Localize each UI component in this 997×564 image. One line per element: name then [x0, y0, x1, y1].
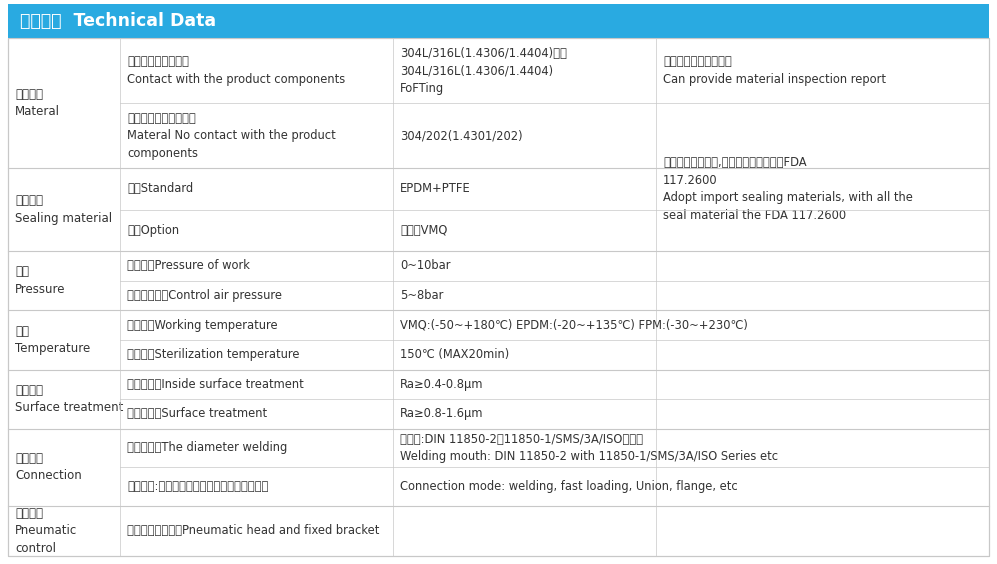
- Text: 150℃ (MAX20min): 150℃ (MAX20min): [400, 348, 509, 361]
- Text: 气动头及固定支架Pneumatic head and fixed bracket: 气动头及固定支架Pneumatic head and fixed bracket: [127, 525, 380, 537]
- Text: 表面处理
Surface treatment: 表面处理 Surface treatment: [15, 384, 124, 415]
- Text: 控制气源压力Control air pressure: 控制气源压力Control air pressure: [127, 289, 282, 302]
- Text: VMQ:(-50~+180℃) EPDM:(-20~+135℃) FPM:(-30~+230℃): VMQ:(-50~+180℃) EPDM:(-20~+135℃) FPM:(-3…: [400, 319, 748, 332]
- Text: 温度
Temperature: 温度 Temperature: [15, 325, 91, 355]
- Text: 与产品接触的零部件
Contact with the product components: 与产品接触的零部件 Contact with the product compo…: [127, 55, 345, 86]
- Text: 5~8bar: 5~8bar: [400, 289, 444, 302]
- Text: 连接方式:焊接、快装、外螺纹、由任、法兰等: 连接方式:焊接、快装、外螺纹、由任、法兰等: [127, 480, 268, 493]
- Text: Ra≥0.4-0.8μm: Ra≥0.4-0.8μm: [400, 378, 484, 391]
- Text: 连接方式
Connection: 连接方式 Connection: [15, 452, 82, 482]
- Text: 工作温度Working temperature: 工作温度Working temperature: [127, 319, 277, 332]
- Bar: [8, 4, 989, 38]
- Text: 304/202(1.4301/202): 304/202(1.4301/202): [400, 129, 522, 142]
- Text: 气动控制
Pneumatic
control: 气动控制 Pneumatic control: [15, 507, 77, 555]
- Text: 304L/316L(1.4306/1.4404)锻造
304L/316L(1.4306/1.4404)
FoFTing: 304L/316L(1.4306/1.4404)锻造 304L/316L(1.4…: [400, 47, 567, 95]
- Text: 密封材质
Sealing material: 密封材质 Sealing material: [15, 195, 112, 225]
- Text: 焊接口:DIN 11850-2与11850-1/SMS/3A/ISO等系列
Welding mouth: DIN 11850-2 with 11850-1/SM: 焊接口:DIN 11850-2与11850-1/SMS/3A/ISO等系列 We…: [400, 433, 778, 463]
- Text: 压力
Pressure: 压力 Pressure: [15, 266, 66, 296]
- Text: 金属材质
Materal: 金属材质 Materal: [15, 88, 60, 118]
- Text: 0~10bar: 0~10bar: [400, 259, 451, 272]
- Text: 外表面处理Surface treatment: 外表面处理Surface treatment: [127, 407, 267, 420]
- Text: 标配Standard: 标配Standard: [127, 183, 193, 196]
- Text: 技术参数  Technical Data: 技术参数 Technical Data: [20, 12, 216, 30]
- Text: 灭菌温度Sterilization temperature: 灭菌温度Sterilization temperature: [127, 348, 299, 361]
- Text: 内表面处理Inside surface treatment: 内表面处理Inside surface treatment: [127, 378, 304, 391]
- Text: 焊接端管径The diameter welding: 焊接端管径The diameter welding: [127, 442, 287, 455]
- Text: 采用进口密封材料,所有密封材质均符合FDA
117.2600
Adopt import sealing materials, with all the
seal: 采用进口密封材料,所有密封材质均符合FDA 117.2600 Adopt imp…: [663, 156, 913, 222]
- Text: 选配Option: 选配Option: [127, 224, 179, 237]
- Text: EPDM+PTFE: EPDM+PTFE: [400, 183, 471, 196]
- Text: 可提供材质检测报告单
Can provide material inspection report: 可提供材质检测报告单 Can provide material inspecti…: [663, 55, 886, 86]
- Text: Connection mode: welding, fast loading, Union, flange, etc: Connection mode: welding, fast loading, …: [400, 480, 738, 493]
- Text: 不与产品接触的零部件
Materal No contact with the product
components: 不与产品接触的零部件 Materal No contact with the p…: [127, 112, 336, 160]
- Text: 工作压力Pressure of work: 工作压力Pressure of work: [127, 259, 250, 272]
- Text: Ra≥0.8-1.6μm: Ra≥0.8-1.6μm: [400, 407, 484, 420]
- Text: 硅橡胶VMQ: 硅橡胶VMQ: [400, 224, 448, 237]
